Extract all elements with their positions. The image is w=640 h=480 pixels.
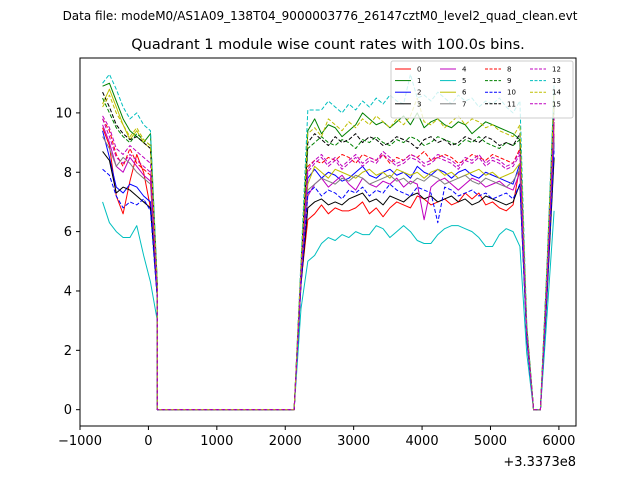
legend-label-11: 11 [507, 100, 516, 108]
legend-label-1: 1 [417, 77, 421, 85]
legend-label-8: 8 [507, 66, 511, 74]
legend-label-14: 14 [552, 89, 561, 97]
x-tick-label: 6000 [542, 434, 575, 449]
x-axis: −1000 0 1000 2000 3000 4000 5000 6000 [58, 426, 575, 449]
legend-label-0: 0 [417, 66, 421, 74]
x-tick-label: 1000 [200, 434, 233, 449]
y-tick-label: 8 [64, 166, 72, 181]
legend-label-13: 13 [552, 77, 561, 85]
legend-label-9: 9 [507, 77, 511, 85]
chart-title: Quadrant 1 module wise count rates with … [131, 37, 525, 53]
y-tick-label: 4 [64, 284, 72, 299]
legend-label-7: 7 [462, 100, 466, 108]
legend-label-2: 2 [417, 89, 421, 97]
y-tick-label: 6 [64, 225, 72, 240]
legend-label-6: 6 [462, 89, 467, 97]
series-group [102, 73, 555, 411]
legend-label-4: 4 [462, 66, 467, 74]
legend-label-5: 5 [462, 77, 466, 85]
legend-label-15: 15 [552, 100, 561, 108]
chart-suptitle: Data file: modeM0/AS1A09_138T04_90000037… [63, 9, 578, 23]
x-tick-label: −1000 [58, 434, 102, 449]
legend-box [390, 60, 574, 119]
y-axis: 0 2 4 6 8 10 [55, 106, 80, 418]
x-axis-offset-label: +3.3373e8 [503, 455, 576, 470]
series-line-14 [102, 94, 555, 411]
x-tick-label: 0 [144, 434, 152, 449]
legend-label-3: 3 [417, 100, 421, 108]
y-tick-label: 0 [64, 403, 72, 418]
x-tick-label: 5000 [474, 434, 507, 449]
x-tick-label: 2000 [269, 434, 302, 449]
x-tick-label: 4000 [406, 434, 439, 449]
legend-label-10: 10 [507, 89, 516, 97]
series-line-15 [102, 118, 555, 411]
x-tick-label: 3000 [337, 434, 370, 449]
y-tick-label: 2 [64, 344, 72, 359]
y-tick-label: 10 [55, 106, 72, 121]
axes-frame [79, 57, 577, 427]
legend-label-12: 12 [552, 66, 561, 74]
